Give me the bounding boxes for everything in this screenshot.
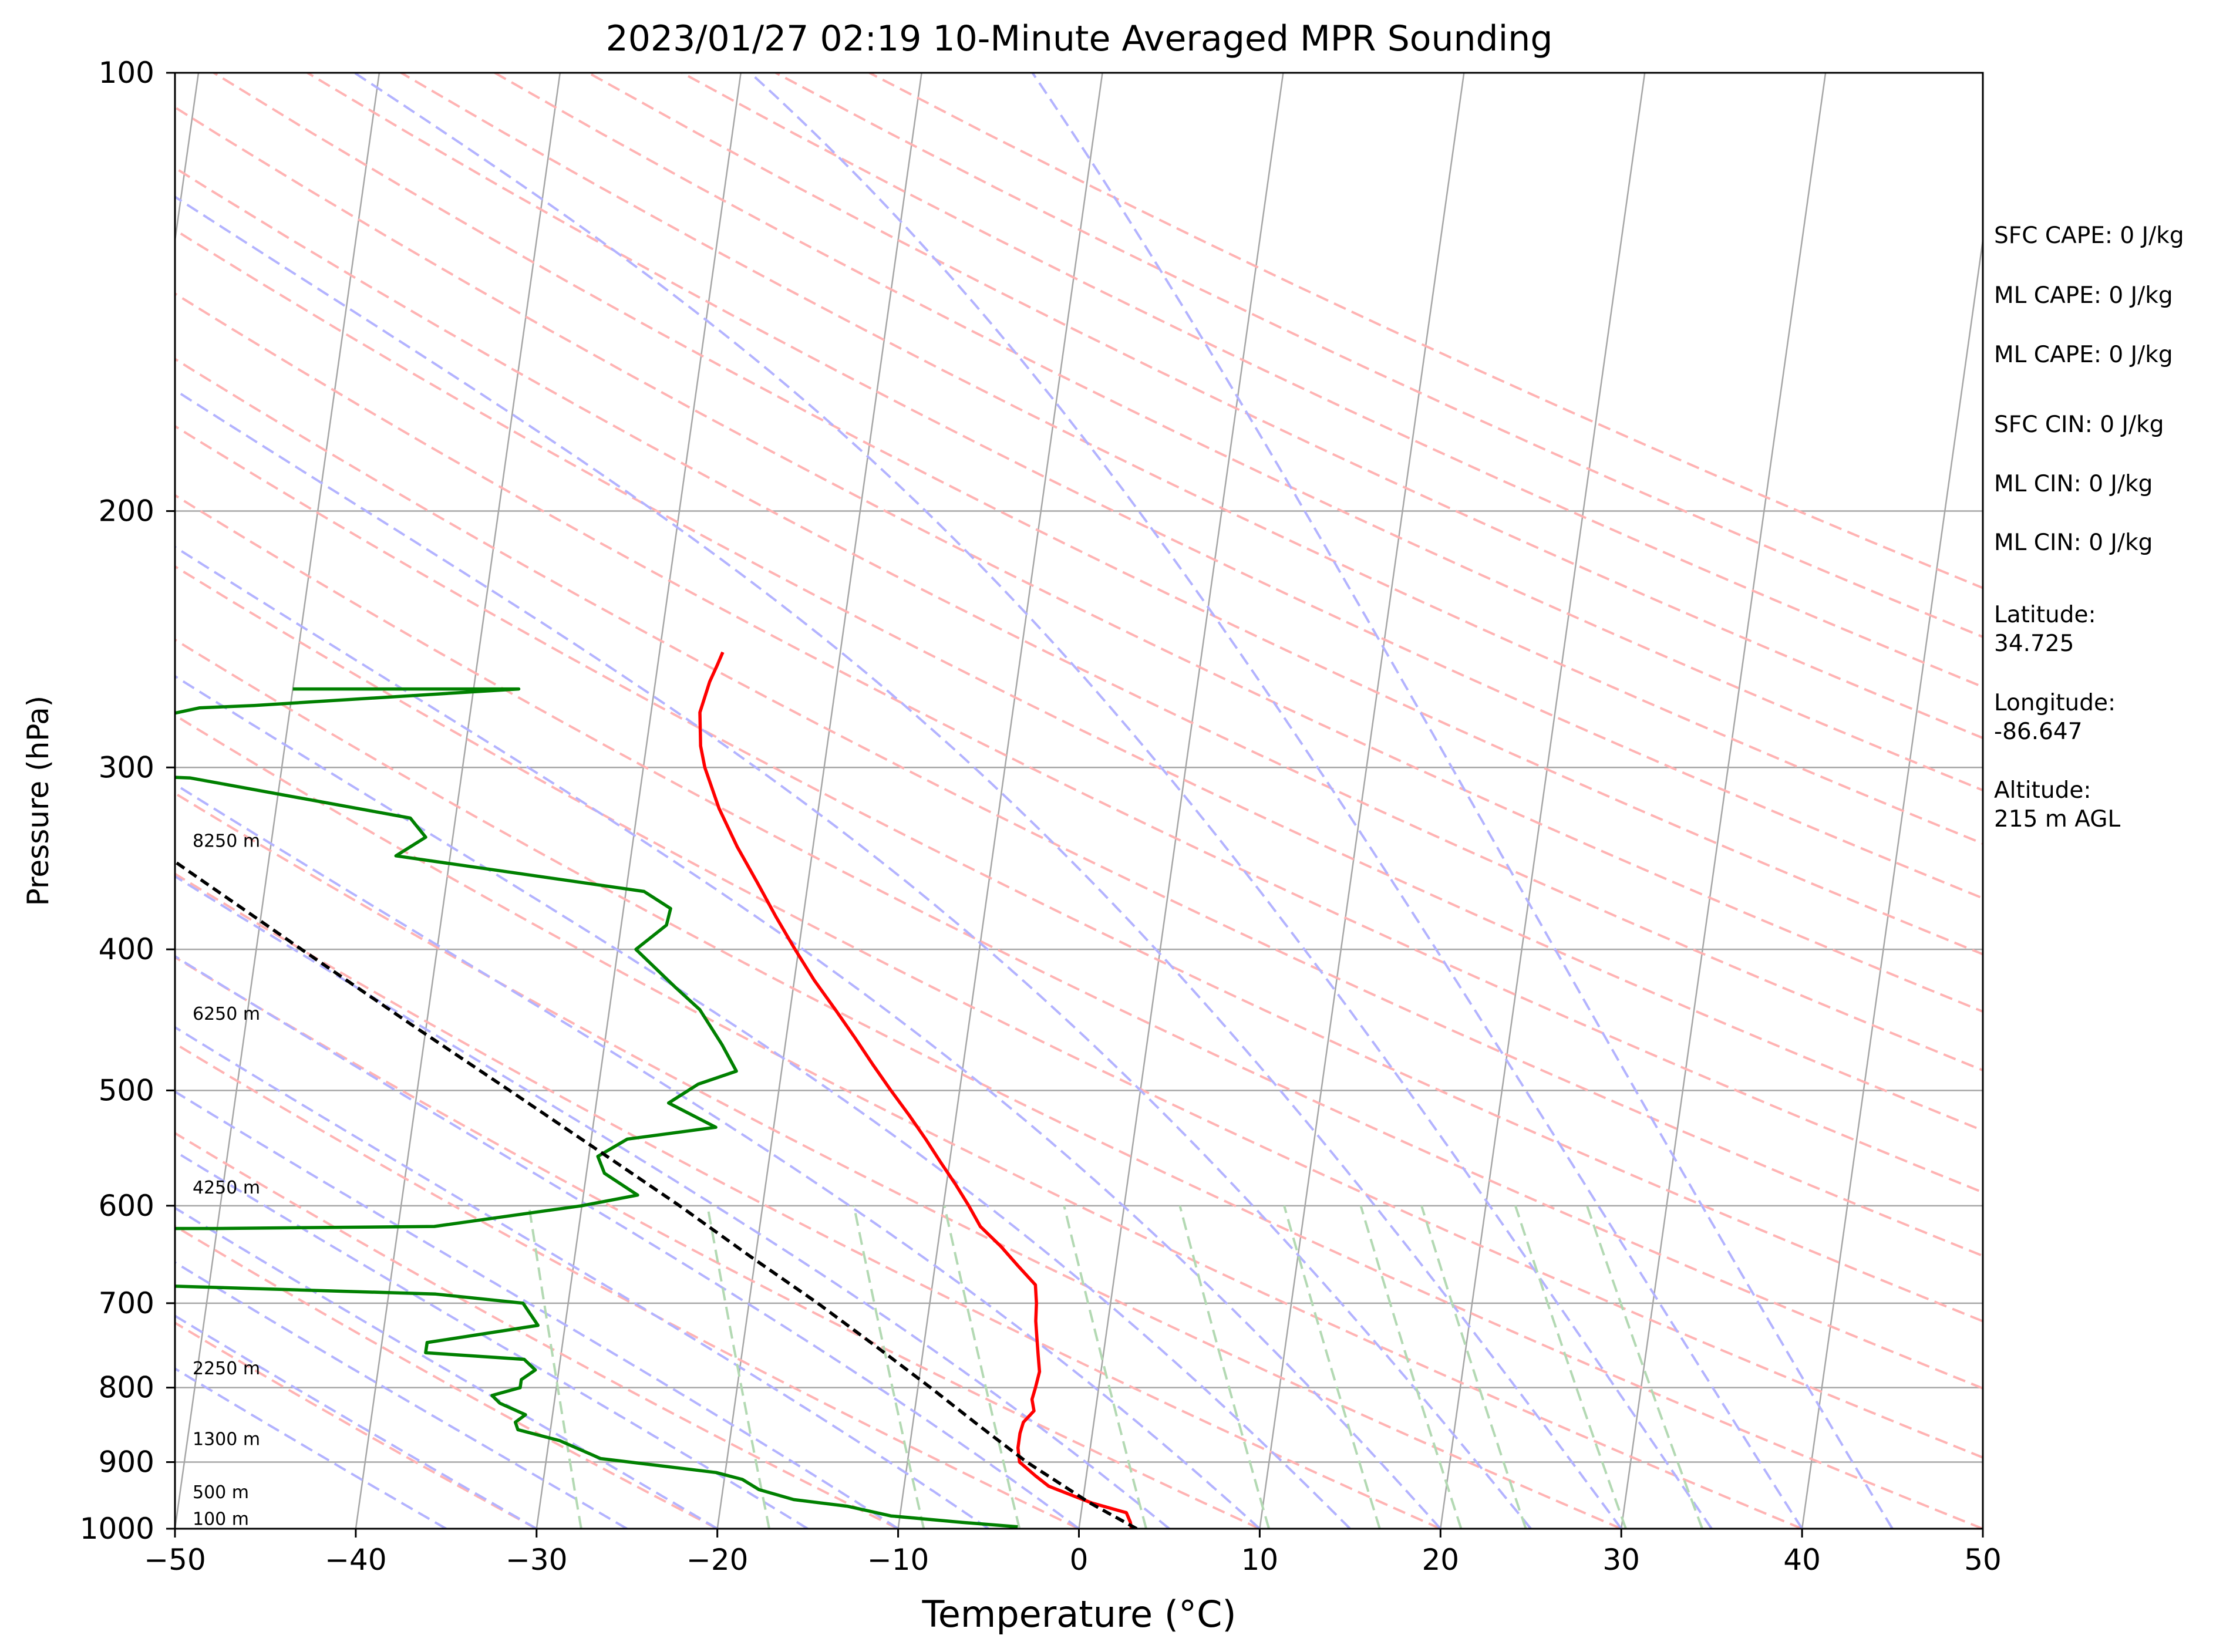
height-label: 6250 m	[193, 1004, 260, 1024]
y-tick-label: 1000	[80, 1512, 154, 1546]
y-tick-label: 200	[99, 494, 154, 528]
x-axis-label: Temperature (°C)	[921, 1593, 1236, 1636]
height-label: 4250 m	[193, 1178, 260, 1198]
x-tick-label: 30	[1602, 1543, 1640, 1577]
ml-cin-text: ML CIN: 0 J/kg	[1994, 471, 2153, 497]
height-label: 500 m	[193, 1482, 249, 1503]
x-tick-label: −40	[325, 1543, 387, 1577]
y-tick-label: 900	[99, 1445, 154, 1479]
x-tick-label: 20	[1422, 1543, 1459, 1577]
altitude-label: Altitude:	[1994, 777, 2091, 804]
y-tick-label: 600	[99, 1189, 154, 1223]
x-tick-label: −10	[867, 1543, 929, 1577]
y-tick-label: 500	[99, 1073, 154, 1107]
y-tick-label: 100	[99, 56, 154, 90]
height-label: 8250 m	[193, 831, 260, 852]
ml-cape-text-2: ML CAPE: 0 J/kg	[1994, 342, 2173, 368]
altitude-value: 215 m AGL	[1994, 806, 2120, 832]
x-tick-label: 50	[1964, 1543, 2002, 1577]
height-label: 100 m	[193, 1509, 249, 1530]
latitude-label: Latitude:	[1994, 602, 2096, 628]
x-tick-label: 0	[1070, 1543, 1089, 1577]
x-tick-label: 10	[1241, 1543, 1279, 1577]
x-tick-label: −50	[144, 1543, 206, 1577]
height-label: 1300 m	[193, 1430, 260, 1450]
y-axis-label: Pressure (hPa)	[21, 696, 55, 906]
x-tick-label: −20	[686, 1543, 749, 1577]
longitude-value: -86.647	[1994, 719, 2083, 745]
sfc-cape-text: SFC CAPE: 0 J/kg	[1994, 222, 2184, 249]
x-tick-label: 40	[1783, 1543, 1821, 1577]
y-tick-label: 800	[99, 1371, 154, 1405]
height-label: 2250 m	[193, 1358, 260, 1379]
y-tick-label: 400	[99, 932, 154, 966]
y-tick-label: 300	[99, 750, 154, 784]
chart-title: 2023/01/27 02:19 10-Minute Averaged MPR …	[606, 18, 1553, 59]
ml-cape-text: ML CAPE: 0 J/kg	[1994, 282, 2173, 309]
sfc-cin-text: SFC CIN: 0 J/kg	[1994, 412, 2164, 438]
ml-cin-text-2: ML CIN: 0 J/kg	[1994, 530, 2153, 556]
longitude-label: Longitude:	[1994, 690, 2116, 716]
x-tick-label: −30	[506, 1543, 568, 1577]
latitude-value: 34.725	[1994, 631, 2074, 657]
y-tick-label: 700	[99, 1286, 154, 1320]
